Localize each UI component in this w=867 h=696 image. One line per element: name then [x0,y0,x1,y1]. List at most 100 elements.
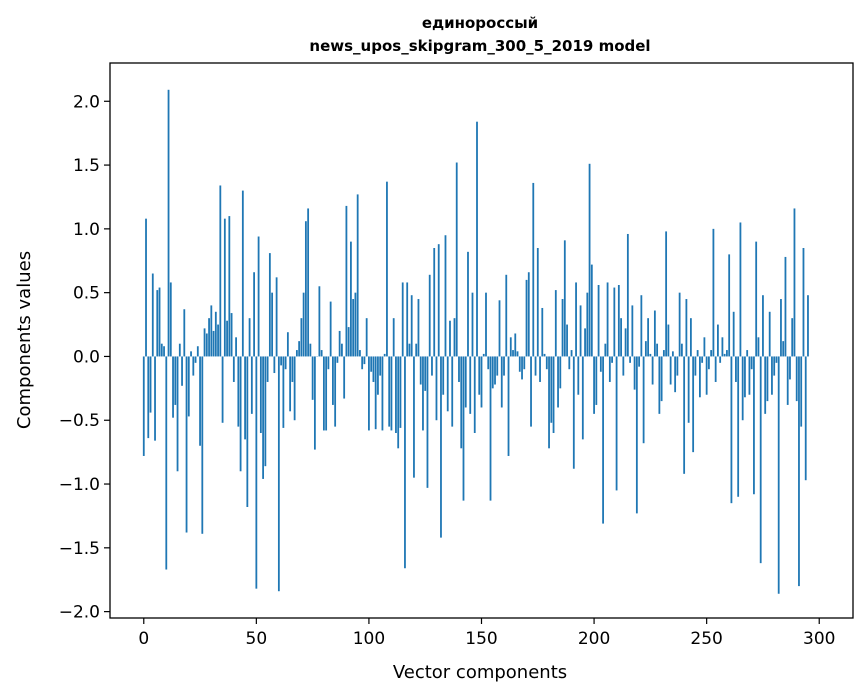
bar-146 [471,292,474,357]
bar-86 [336,356,339,363]
bar-5 [154,356,156,441]
bar-37 [226,320,228,357]
bar-48 [250,356,253,414]
bar-183 [554,290,557,357]
bar-98 [363,356,366,365]
bar-199 [590,264,593,357]
bar-247 [699,356,701,398]
bar-157 [496,356,499,376]
bar-57 [271,292,274,357]
x-axis-label: Vector components [393,662,567,683]
bar-44 [241,190,244,357]
bar-29 [208,318,210,357]
bar-225 [649,353,652,357]
bar-162 [507,356,510,456]
bar-253 [712,228,715,357]
bar-90 [345,205,348,357]
plot-area-frame [109,62,854,619]
bar-264 [737,356,740,497]
bar-81 [325,356,328,431]
bar-171 [527,272,530,357]
bar-54 [264,356,267,467]
bar-72 [304,221,307,357]
bar-13 [172,356,174,418]
bar-184 [557,356,559,408]
bar-273 [757,337,760,357]
bar-64 [286,332,289,357]
bar-156 [494,356,496,385]
bar-61 [280,356,283,366]
bar-112 [395,356,397,433]
bar-235 [671,351,674,357]
bar-160 [503,356,505,376]
bar-138 [453,318,456,357]
bar-280 [773,356,776,376]
bar-136 [449,320,451,357]
bar-180 [548,356,550,449]
bar-249 [703,337,706,357]
bar-87 [338,330,341,357]
bar-105 [379,356,382,376]
bar-0 [142,356,145,456]
bar-9 [163,346,165,357]
bar-269 [748,356,751,395]
bar-3 [149,356,152,413]
bar-115 [401,282,404,357]
bar-129 [433,248,436,357]
bar-261 [730,356,733,504]
bar-47 [248,318,251,357]
bar-274 [759,356,762,564]
bar-6 [156,290,159,357]
bar-181 [550,356,553,423]
bar-96 [359,350,361,357]
bar-103 [374,356,377,430]
x-tick-label: 250 [690,629,722,649]
bar-145 [469,356,472,414]
bar-163 [509,337,512,357]
bar-293 [802,248,805,357]
bar-153 [487,356,490,370]
bar-281 [775,356,778,363]
bar-210 [615,356,618,491]
bar-185 [559,356,562,389]
bar-18 [183,309,186,357]
bar-127 [428,274,431,357]
bar-226 [651,356,654,385]
bar-208 [611,356,613,363]
bar-216 [629,356,631,363]
bar-34 [219,185,222,357]
bar-7 [158,287,161,357]
bar-168 [521,356,523,380]
bar-213 [622,356,625,376]
bar-242 [687,356,690,423]
x-tick-label: 0 [138,629,149,649]
bar-75 [311,356,314,400]
bar-12 [169,282,172,357]
bar-68 [295,350,298,357]
bar-287 [789,356,791,380]
bar-35 [221,356,224,423]
bar-139 [455,162,458,357]
bars-group [142,89,809,594]
bar-40 [232,356,235,382]
bar-134 [444,235,447,357]
bar-52 [259,356,262,433]
bar-260 [728,254,731,357]
bar-82 [327,356,330,370]
bar-150 [480,356,483,408]
bar-1 [145,218,147,357]
bar-166 [516,351,519,357]
bar-262 [732,311,735,357]
bar-124 [422,356,424,431]
bar-220 [638,356,641,367]
bar-14 [174,356,177,405]
bar-126 [426,356,429,488]
bar-56 [268,253,271,357]
bar-117 [406,282,409,357]
bar-256 [719,356,722,363]
bar-205 [604,343,607,357]
bar-78 [318,286,321,357]
bar-20 [187,356,190,417]
y-axis-ticks: −2.0 −1.5 −1.0 −0.5 0.0 0.5 1.0 1.5 2.0 [59,92,110,623]
bar-119 [410,295,413,357]
